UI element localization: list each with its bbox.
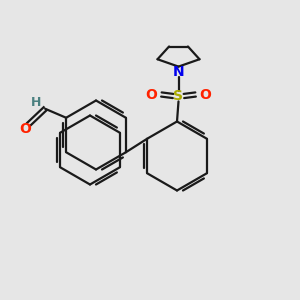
Text: O: O — [146, 88, 158, 101]
Text: O: O — [20, 122, 32, 136]
Text: O: O — [200, 88, 211, 101]
Text: H: H — [31, 96, 41, 109]
Text: N: N — [173, 65, 184, 79]
Text: S: S — [173, 89, 184, 103]
